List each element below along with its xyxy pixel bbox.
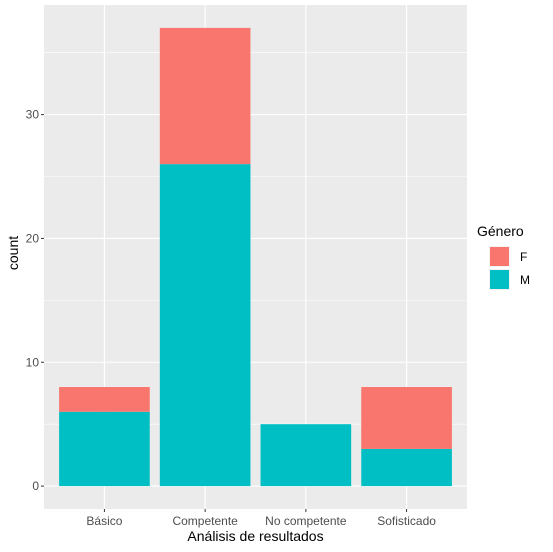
bar-m-2: [159, 164, 251, 487]
bars-layer: [59, 27, 452, 487]
y-tick-label: 20: [26, 231, 40, 245]
bar-f-2: [159, 27, 251, 165]
legend-swatch-m: [490, 270, 509, 289]
bar-f-4: [361, 387, 452, 449]
x-axis-title: Análisis de resultados: [187, 528, 323, 544]
y-axis: 0 10 20 30: [26, 108, 44, 493]
legend-label-f: F: [520, 250, 527, 264]
x-tick-label: Sofisticado: [377, 514, 436, 528]
x-tick-label: Competente: [172, 514, 238, 528]
x-tick-label: Básico: [86, 514, 122, 528]
legend-label-m: M: [520, 273, 530, 287]
legend-title: Género: [477, 223, 524, 239]
legend: Género FM: [477, 223, 530, 290]
y-tick-label: 0: [32, 479, 39, 493]
bar-m-3: [260, 424, 352, 487]
x-axis: Básico Competente No competente Sofisticado: [86, 509, 436, 528]
bar-m-4: [361, 448, 452, 487]
y-tick-label: 30: [26, 108, 40, 122]
bar-f-1: [59, 387, 150, 412]
legend-swatch-f: [490, 247, 509, 266]
y-axis-title: count: [5, 236, 21, 270]
x-tick-label: No competente: [265, 514, 347, 528]
bar-m-1: [59, 411, 150, 487]
y-tick-label: 10: [26, 355, 40, 369]
